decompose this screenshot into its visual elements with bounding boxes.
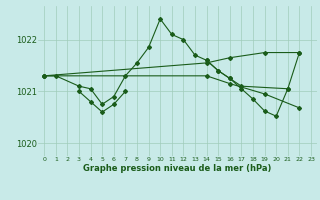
X-axis label: Graphe pression niveau de la mer (hPa): Graphe pression niveau de la mer (hPa) (84, 164, 272, 173)
